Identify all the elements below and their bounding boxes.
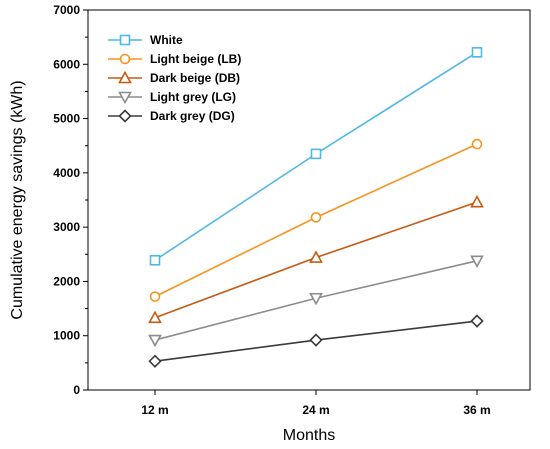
x-tick-label: 36 m	[463, 403, 490, 417]
legend-marker	[119, 53, 131, 65]
data-point	[148, 310, 162, 324]
legend-label: Light beige (LB)	[150, 52, 241, 66]
series-2	[149, 138, 483, 302]
axes: 0 1000 2000 3000 4000 5000 6000 7000 12 m 24 m 36 …	[53, 3, 531, 417]
legend-label: Dark grey (DG)	[150, 109, 235, 123]
data-point	[470, 314, 484, 328]
y-tick-label: 7000	[53, 3, 80, 17]
data-point	[471, 138, 483, 150]
data-point	[309, 292, 323, 306]
y-tick-label: 5000	[53, 112, 80, 126]
legend-label: Dark beige (DB)	[150, 71, 240, 85]
legend-item: Dark beige (DB)	[108, 70, 240, 85]
legend-marker	[118, 70, 132, 84]
y-tick-label: 6000	[53, 57, 80, 71]
legend-item: Light grey (LG)	[108, 90, 236, 105]
data-point	[471, 47, 483, 58]
data-point	[148, 334, 162, 348]
series-1	[149, 47, 483, 266]
legend-marker	[118, 91, 132, 105]
legend-item: White	[108, 33, 183, 47]
y-tick-label: 2000	[53, 274, 80, 288]
legend-item: Dark grey (DG)	[108, 109, 235, 123]
x-axis-title: Months	[283, 427, 335, 444]
legend-label: White	[150, 33, 183, 47]
data-point	[470, 195, 484, 208]
x-tick-label: 12 m	[141, 403, 168, 417]
data-point	[148, 354, 162, 368]
data-point	[470, 255, 484, 268]
legend-marker	[119, 34, 131, 46]
data-point	[310, 212, 322, 223]
data-point	[310, 148, 322, 160]
legend-marker	[118, 109, 132, 123]
legend-label: Light grey (LG)	[150, 90, 236, 104]
data-point	[309, 333, 323, 347]
series-layer	[148, 47, 484, 368]
y-tick-label: 0	[73, 383, 80, 397]
y-tick-label: 3000	[53, 220, 80, 234]
legend: White Light beige (LB) Dark beige (DB) Ligh…	[108, 33, 241, 123]
y-tick-label: 1000	[53, 329, 80, 343]
x-tick-label: 24 m	[302, 403, 329, 417]
series-5	[148, 314, 484, 368]
data-point	[309, 250, 323, 263]
legend-item: Light beige (LB)	[108, 52, 241, 66]
plot-frame	[87, 9, 531, 391]
series-3	[148, 195, 484, 324]
data-point	[149, 291, 161, 302]
y-tick-label: 4000	[53, 166, 80, 180]
y-axis-title: Cumulative energy savings (kWh)	[9, 80, 26, 319]
series-4	[148, 255, 484, 348]
data-point	[149, 254, 161, 266]
